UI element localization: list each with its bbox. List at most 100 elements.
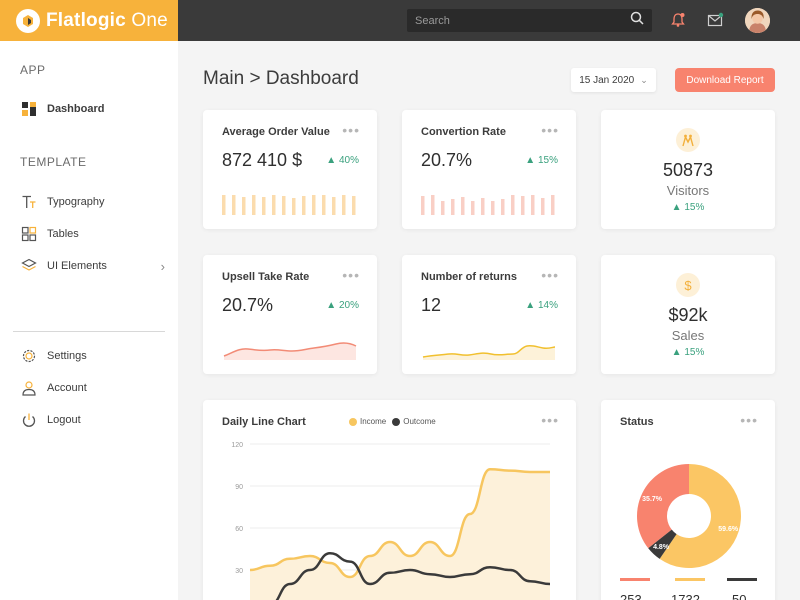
sidebar-heading-app: APP xyxy=(20,63,46,77)
sidebar-item-typography[interactable]: Typography xyxy=(20,191,165,213)
sidebar-item-tables[interactable]: Tables xyxy=(20,223,165,245)
chart-title: Daily Line Chart xyxy=(222,416,306,428)
income-area xyxy=(250,469,550,600)
sidebar-item-label: Account xyxy=(47,382,87,394)
status-legend-bar-red xyxy=(620,578,650,581)
y-tick-label: 90 xyxy=(235,484,243,491)
stat-value: $92k xyxy=(668,305,708,325)
card-value: 872 410 $ xyxy=(222,150,303,170)
page-title: Main > Dashboard xyxy=(203,68,359,89)
stat-label: Visitors xyxy=(666,183,710,198)
trend-badge: ▲ 15% xyxy=(671,202,705,213)
more-options-icon[interactable]: ••• xyxy=(342,122,360,138)
sidebar-item-label: Settings xyxy=(47,350,87,362)
card-average-order-value: Average Order Value ••• 872 410 $ ▲ 40% xyxy=(203,110,377,229)
dashboard-icon xyxy=(20,100,38,118)
dollar-icon: $ xyxy=(676,273,700,297)
card-convertion-rate: Convertion Rate ••• 20.7% ▲ 15% xyxy=(402,110,576,229)
search-icon[interactable] xyxy=(630,11,644,30)
tables-icon xyxy=(20,225,38,243)
top-bar: Flatlogic One xyxy=(0,0,800,41)
line-sparkline xyxy=(422,345,556,360)
status-donut-chart: 35.7% 59.6% 4.8% xyxy=(637,464,741,568)
more-options-icon[interactable]: ••• xyxy=(740,412,758,428)
card-value: 12 xyxy=(421,295,442,315)
donut-slice-label: 35.7% xyxy=(642,496,663,503)
sidebar-item-label: Tables xyxy=(47,228,79,240)
stat-label: Sales xyxy=(671,328,705,343)
sidebar-item-ui-elements[interactable]: UI Elements › xyxy=(20,255,165,277)
notification-bell-icon[interactable] xyxy=(668,10,688,30)
mail-icon[interactable] xyxy=(705,10,725,30)
sidebar-item-logout[interactable]: Logout xyxy=(20,409,165,431)
download-report-button[interactable]: Download Report xyxy=(675,68,775,92)
sidebar-item-dashboard[interactable]: Dashboard xyxy=(20,98,165,120)
search-input[interactable] xyxy=(415,14,630,27)
card-sales: $ $92k Sales ▲ 15% xyxy=(601,255,775,374)
income-series-line xyxy=(249,467,550,579)
sidebar-item-label: Typography xyxy=(47,196,105,208)
status-number: 50 xyxy=(732,592,747,600)
more-options-icon[interactable]: ••• xyxy=(342,267,360,283)
card-title: Average Order Value xyxy=(222,126,330,138)
card-daily-line-chart: Daily Line Chart Income Outcome ••• 30 60… xyxy=(203,400,576,600)
donut-slice xyxy=(659,464,741,568)
donut-slice xyxy=(648,529,677,559)
search-bar xyxy=(407,9,652,32)
daily-line-chart: 30 60 90 120 xyxy=(231,442,551,600)
card-title: Upsell Take Rate xyxy=(222,271,310,283)
flatlogic-logo-icon xyxy=(16,8,40,33)
legend-income: Income xyxy=(349,417,386,426)
trend-badge: ▲ 15% xyxy=(671,347,705,358)
trend-badge: ▲ 40% xyxy=(326,155,359,166)
account-icon xyxy=(20,379,38,397)
trend-badge: ▲ 15% xyxy=(525,155,558,166)
y-tick-label: 60 xyxy=(235,526,243,533)
card-visitors: 50873 Visitors ▲ 15% xyxy=(601,110,775,229)
power-icon xyxy=(20,411,38,429)
chevron-down-icon: ⌄ xyxy=(640,74,648,85)
line-sparkline xyxy=(223,342,357,360)
sidebar-item-account[interactable]: Account xyxy=(20,377,165,399)
status-number: 1732 xyxy=(671,592,700,600)
card-value: 20.7% xyxy=(222,295,274,315)
stat-value: 50873 xyxy=(662,160,714,180)
card-status: Status ••• 35.7% 59.6% 4.8% 253 1732 50 xyxy=(601,400,775,600)
sidebar: APP Dashboard TEMPLATE Typography Tables… xyxy=(0,41,178,600)
card-title: Status xyxy=(620,416,654,428)
more-options-icon[interactable]: ••• xyxy=(541,267,559,283)
sidebar-item-settings[interactable]: Settings xyxy=(20,345,165,367)
card-number-of-returns: Number of returns ••• 12 ▲ 14% xyxy=(402,255,576,374)
outcome-series-line xyxy=(275,551,551,600)
more-options-icon[interactable]: ••• xyxy=(541,122,559,138)
sidebar-divider xyxy=(13,331,165,332)
sidebar-item-label: Dashboard xyxy=(47,103,105,115)
visitors-icon xyxy=(676,128,700,152)
donut-slice-label: 4.8% xyxy=(653,544,670,551)
legend-outcome-label: Outcome xyxy=(403,417,436,426)
brand[interactable]: Flatlogic One xyxy=(0,0,178,41)
gear-icon xyxy=(20,347,38,365)
date-picker[interactable]: 15 Jan 2020 ⌄ xyxy=(571,68,656,92)
sidebar-item-label: Logout xyxy=(47,414,81,426)
date-value: 15 Jan 2020 xyxy=(579,74,635,86)
legend-income-label: Income xyxy=(360,417,387,426)
status-legend-bar-yellow xyxy=(675,578,705,581)
donut-slice xyxy=(637,464,689,549)
layers-icon xyxy=(20,257,38,275)
typography-icon xyxy=(20,193,38,211)
status-number: 253 xyxy=(620,592,642,600)
y-tick-label: 120 xyxy=(231,442,243,449)
more-options-icon[interactable]: ••• xyxy=(541,412,559,428)
avatar[interactable] xyxy=(745,8,770,33)
donut-slice-label: 59.6% xyxy=(718,526,739,533)
legend-income-swatch xyxy=(349,417,357,426)
sidebar-heading-template: TEMPLATE xyxy=(20,155,87,169)
sidebar-item-label: UI Elements xyxy=(47,260,107,272)
trend-badge: ▲ 14% xyxy=(525,300,558,311)
chart-legend: Income Outcome xyxy=(349,417,442,426)
status-legend-bar-dark xyxy=(727,578,757,581)
card-title: Convertion Rate xyxy=(421,126,506,138)
bar-sparkline xyxy=(222,195,356,215)
bar-sparkline xyxy=(421,195,555,215)
